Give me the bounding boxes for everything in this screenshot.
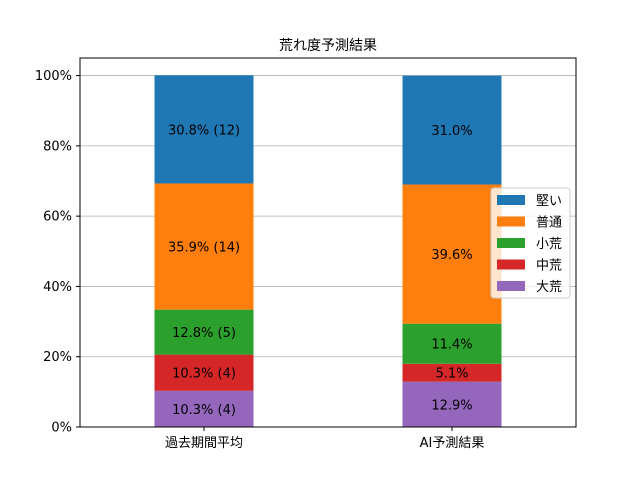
y-tick-label: 20% bbox=[43, 350, 72, 365]
bar-segment bbox=[154, 75, 254, 184]
legend-swatch bbox=[497, 259, 525, 270]
y-tick-label: 100% bbox=[35, 69, 72, 84]
data-label: 5.1% bbox=[435, 367, 468, 382]
data-label: 35.9% (14) bbox=[168, 241, 240, 256]
x-tick-label: AI予測結果 bbox=[420, 436, 485, 451]
plot-frame bbox=[79, 57, 577, 428]
y-tick-label: 60% bbox=[43, 210, 72, 225]
data-label: 10.3% (4) bbox=[172, 403, 236, 418]
legend-label: 普通 bbox=[536, 216, 562, 231]
data-label: 39.6% bbox=[431, 248, 472, 263]
bar-segment bbox=[154, 390, 254, 427]
legend-label: 大荒 bbox=[536, 280, 562, 295]
x-tick-label: 過去期間平均 bbox=[165, 436, 243, 451]
legend-box bbox=[490, 187, 571, 299]
chart-title: 荒れ度予測結果 bbox=[279, 38, 377, 54]
y-tick-label: 40% bbox=[43, 280, 72, 295]
legend-swatch bbox=[497, 281, 525, 291]
legend-label: 堅い bbox=[536, 194, 562, 209]
bar-segment bbox=[402, 363, 502, 382]
bar-segment bbox=[402, 184, 502, 324]
data-label: 11.4% bbox=[431, 338, 472, 353]
legend-swatch bbox=[497, 216, 525, 227]
legend-swatch bbox=[497, 195, 525, 205]
bar-segment bbox=[402, 323, 502, 364]
bar-segment bbox=[154, 309, 254, 355]
data-label: 30.8% (12) bbox=[168, 123, 240, 138]
y-tick-label: 80% bbox=[43, 139, 72, 154]
y-tick-label: 0% bbox=[51, 421, 72, 436]
legend-swatch bbox=[497, 238, 525, 248]
bar-segment bbox=[402, 381, 502, 427]
bar-segment bbox=[154, 354, 254, 391]
data-label: 12.9% bbox=[431, 398, 472, 413]
data-label: 12.8% (5) bbox=[172, 326, 236, 341]
legend-label: 中荒 bbox=[536, 259, 562, 274]
legend-label: 小荒 bbox=[536, 237, 562, 252]
data-label: 31.0% bbox=[431, 124, 472, 139]
bar-segment bbox=[402, 75, 502, 185]
bar-segment bbox=[154, 183, 254, 310]
data-label: 10.3% (4) bbox=[172, 367, 236, 382]
